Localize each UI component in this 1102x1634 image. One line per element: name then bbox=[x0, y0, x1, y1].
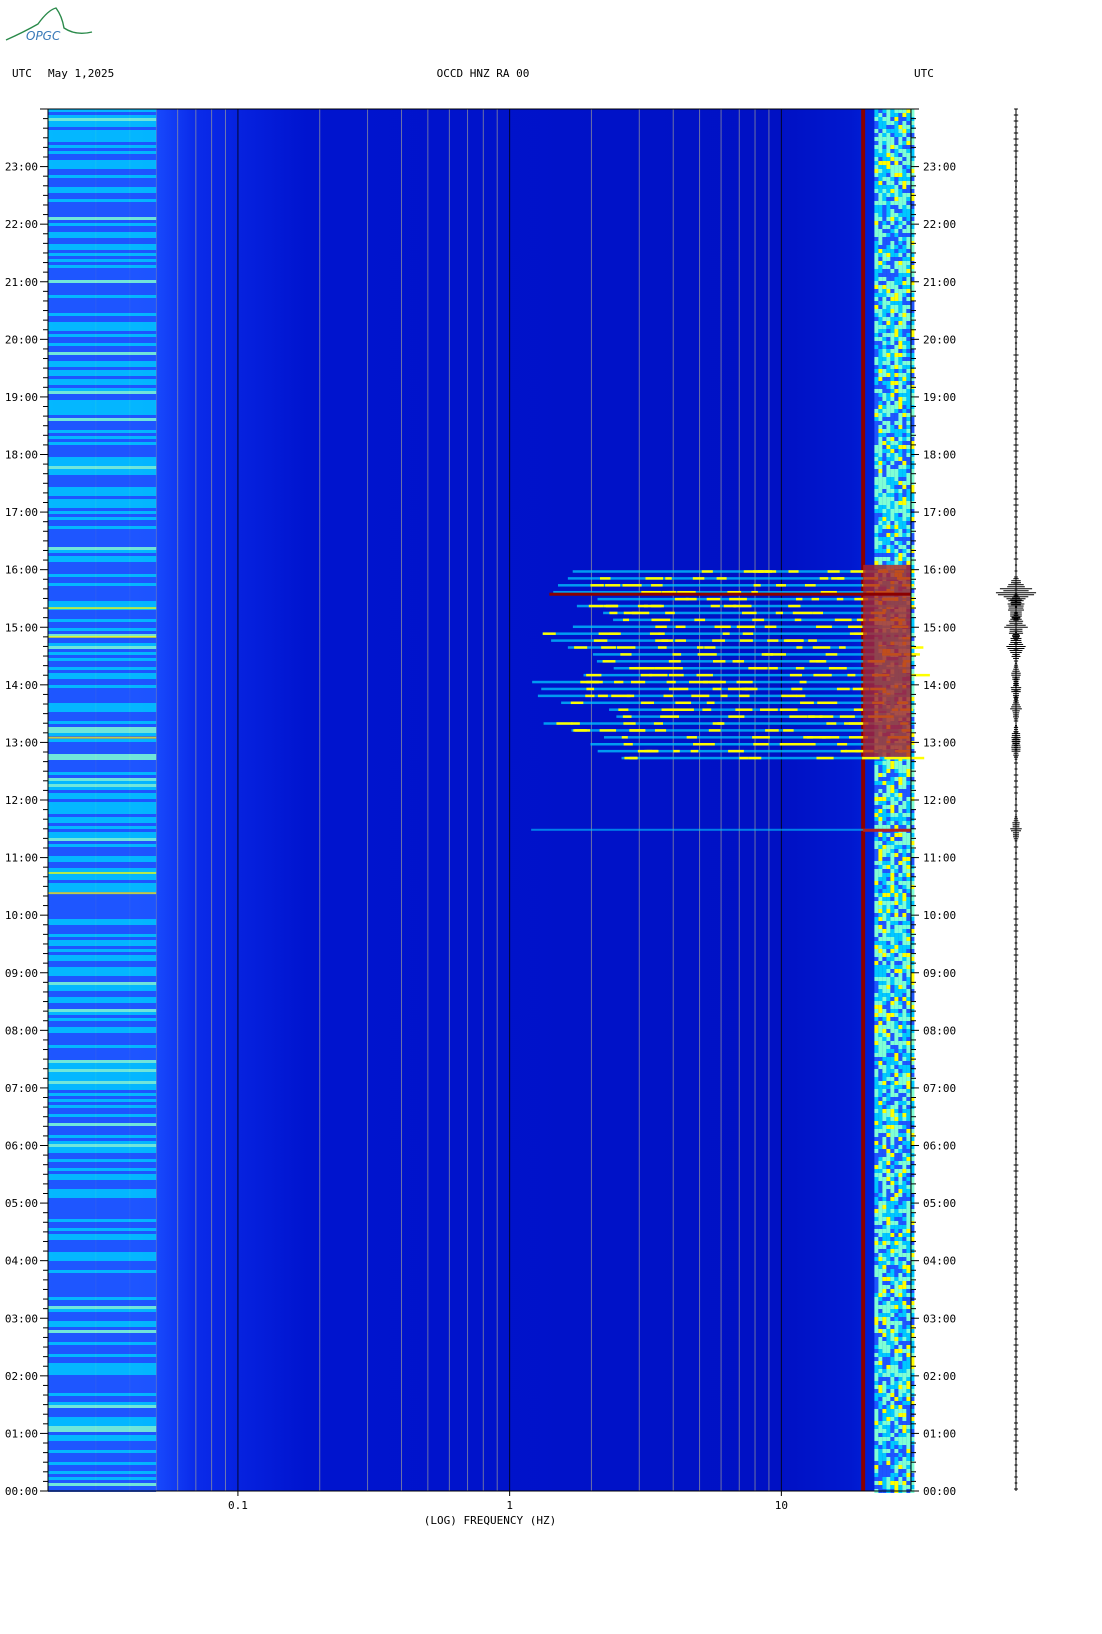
y-tick-label-left: 18:00 bbox=[5, 449, 38, 462]
y-tick-label-right: 21:00 bbox=[923, 276, 956, 289]
y-tick-label-left: 23:00 bbox=[5, 161, 38, 174]
y-tick-label-right: 03:00 bbox=[923, 1312, 956, 1325]
y-tick-label-right: 23:00 bbox=[923, 161, 956, 174]
header-station: OCCD HNZ RA 00 bbox=[436, 67, 530, 80]
x-tick-label: 1 bbox=[506, 1499, 513, 1512]
y-tick-label-right: 16:00 bbox=[923, 564, 956, 577]
x-tick-label: 0.1 bbox=[228, 1499, 248, 1512]
y-tick-label-left: 00:00 bbox=[5, 1485, 38, 1498]
logo-text: OPGC bbox=[26, 29, 61, 43]
y-tick-label-left: 19:00 bbox=[5, 391, 38, 404]
y-tick-label-left: 21:00 bbox=[5, 276, 38, 289]
y-tick-label-right: 00:00 bbox=[923, 1485, 956, 1498]
y-tick-label-right: 15:00 bbox=[923, 621, 956, 634]
y-tick-label-right: 11:00 bbox=[923, 852, 956, 865]
y-tick-label-right: 19:00 bbox=[923, 391, 956, 404]
y-tick-label-left: 05:00 bbox=[5, 1197, 38, 1210]
y-tick-label-left: 06:00 bbox=[5, 1140, 38, 1153]
low-frequency-band bbox=[48, 109, 157, 1492]
y-tick-label-right: 05:00 bbox=[923, 1197, 956, 1210]
y-tick-label-left: 04:00 bbox=[5, 1255, 38, 1268]
y-tick-label-right: 12:00 bbox=[923, 794, 956, 807]
x-tick-label: 10 bbox=[775, 1499, 788, 1512]
y-tick-label-right: 17:00 bbox=[923, 506, 956, 519]
y-tick-label-left: 14:00 bbox=[5, 679, 38, 692]
seismogram-event bbox=[995, 578, 1037, 606]
y-tick-label-left: 12:00 bbox=[5, 794, 38, 807]
seismogram-event bbox=[1007, 593, 1025, 621]
seismogram-event bbox=[1011, 732, 1021, 760]
logo-mountain-icon bbox=[5, 7, 93, 41]
y-tick-label-left: 11:00 bbox=[5, 852, 38, 865]
y-tick-label-left: 20:00 bbox=[5, 333, 38, 346]
y-tick-label-left: 08:00 bbox=[5, 1024, 38, 1037]
high-frequency-noise-band bbox=[874, 109, 915, 1493]
y-tick-label-right: 14:00 bbox=[923, 679, 956, 692]
spectrogram-background bbox=[48, 109, 911, 1491]
y-tick-label-right: 08:00 bbox=[923, 1024, 956, 1037]
y-tick-label-left: 13:00 bbox=[5, 736, 38, 749]
y-tick-label-right: 13:00 bbox=[923, 736, 956, 749]
y-tick-label-left: 17:00 bbox=[5, 506, 38, 519]
y-tick-label-left: 01:00 bbox=[5, 1427, 38, 1440]
header-right-timezone: UTC bbox=[914, 67, 934, 80]
y-tick-label-left: 22:00 bbox=[5, 218, 38, 231]
y-tick-label-right: 20:00 bbox=[923, 333, 956, 346]
y-tick-label-left: 07:00 bbox=[5, 1082, 38, 1095]
y-tick-label-left: 15:00 bbox=[5, 621, 38, 634]
header-left-timezone: UTC bbox=[12, 67, 32, 80]
persistent-line-20hz bbox=[861, 109, 866, 1491]
y-tick-label-left: 02:00 bbox=[5, 1370, 38, 1383]
y-tick-label-right: 10:00 bbox=[923, 909, 956, 922]
y-tick-label-left: 09:00 bbox=[5, 967, 38, 980]
y-tick-label-right: 01:00 bbox=[923, 1427, 956, 1440]
y-tick-label-left: 10:00 bbox=[5, 909, 38, 922]
seismogram-event bbox=[1004, 612, 1028, 640]
header-date: May 1,2025 bbox=[48, 67, 115, 80]
opgc-logo: OPGC bbox=[5, 7, 93, 43]
seismogram-event bbox=[1010, 675, 1022, 703]
y-tick-label-right: 18:00 bbox=[923, 449, 956, 462]
seismogram-event bbox=[1010, 814, 1022, 842]
y-tick-label-right: 02:00 bbox=[923, 1370, 956, 1383]
y-tick-label-right: 22:00 bbox=[923, 218, 956, 231]
seismogram-event bbox=[1010, 694, 1022, 722]
x-axis-title: (LOG) FREQUENCY (HZ) bbox=[423, 1514, 557, 1527]
y-tick-label-right: 07:00 bbox=[923, 1082, 956, 1095]
y-tick-label-right: 06:00 bbox=[923, 1140, 956, 1153]
y-tick-label-right: 09:00 bbox=[923, 967, 956, 980]
y-tick-label-right: 04:00 bbox=[923, 1255, 956, 1268]
y-tick-label-left: 03:00 bbox=[5, 1312, 38, 1325]
event-line bbox=[531, 828, 911, 832]
event-swarm bbox=[532, 564, 930, 760]
seismogram-event bbox=[1006, 631, 1026, 659]
y-tick-label-left: 16:00 bbox=[5, 564, 38, 577]
